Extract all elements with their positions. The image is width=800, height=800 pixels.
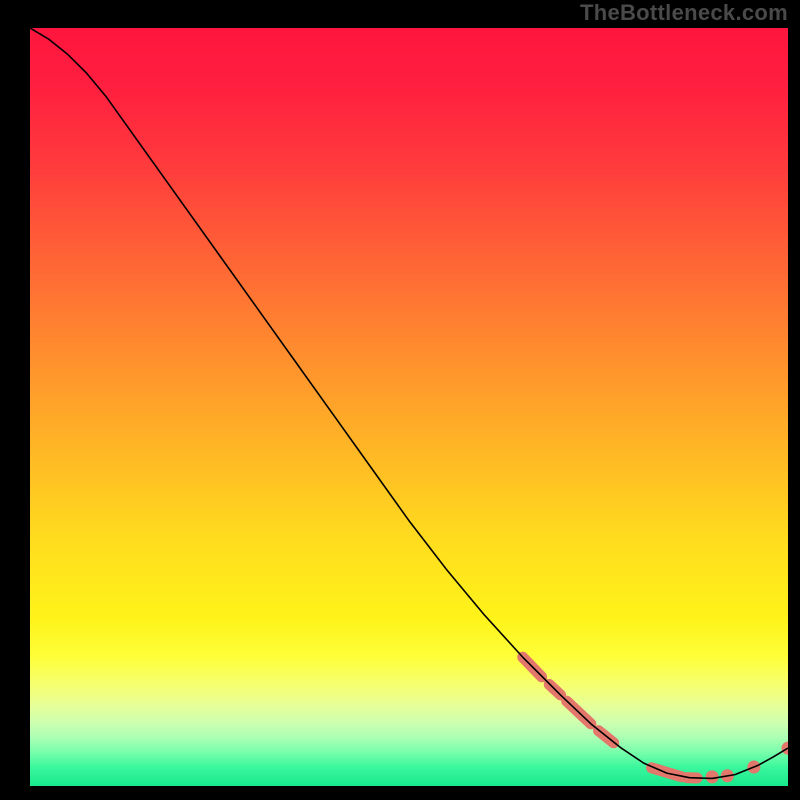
- plot-area: [30, 28, 788, 786]
- chart-container: TheBottleneck.com: [0, 0, 800, 800]
- watermark-text: TheBottleneck.com: [580, 0, 788, 26]
- gradient-background: [30, 28, 788, 786]
